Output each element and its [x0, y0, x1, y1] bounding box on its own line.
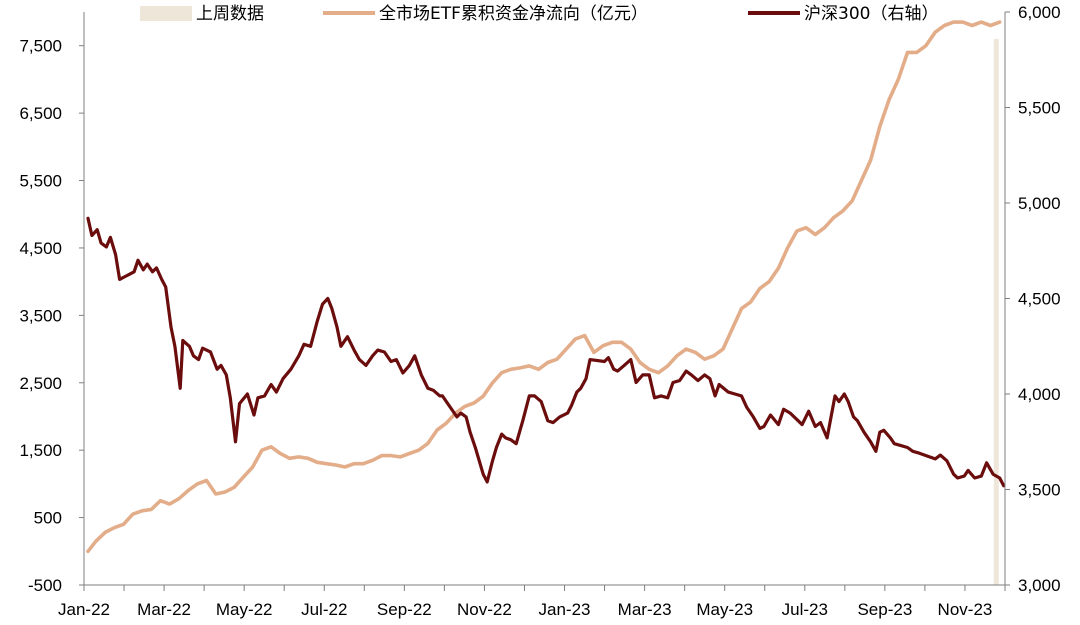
y-right-tick-label: 3,500 — [1018, 481, 1061, 500]
line-layer — [86, 20, 1006, 554]
legend-label: 沪深300（右轴） — [804, 4, 938, 24]
x-tick-label: Mar-22 — [137, 600, 191, 619]
x-tick-label: Jan-22 — [58, 600, 110, 619]
x-tick-label: Nov-23 — [938, 600, 993, 619]
y-left-tick-label: 4,500 — [19, 239, 62, 258]
x-tick-label: Sep-22 — [377, 600, 432, 619]
x-tick-label: Sep-23 — [857, 600, 912, 619]
y-left-tick-label: 500 — [34, 509, 62, 528]
y-left-tick-label: 1,500 — [19, 441, 62, 460]
y-left-tick-label: 6,500 — [19, 104, 62, 123]
x-tick-label: Jul-23 — [782, 600, 828, 619]
y-right-tick-label: 6,000 — [1018, 3, 1061, 22]
y-right-tick-label: 3,000 — [1018, 576, 1061, 595]
x-tick-label: May-23 — [696, 600, 753, 619]
y-right-tick-label: 4,500 — [1018, 290, 1061, 309]
x-tick-label: Nov-22 — [457, 600, 512, 619]
x-tick-label: May-22 — [216, 600, 273, 619]
x-tick-label: Jul-22 — [301, 600, 347, 619]
y-right-tick-label: 4,000 — [1018, 385, 1061, 404]
bar-last-week — [993, 38, 999, 585]
legend-label: 上周数据 — [196, 4, 264, 24]
y-right-tick-label: 5,500 — [1018, 99, 1061, 118]
y-left-tick-label: 7,500 — [19, 37, 62, 56]
bar-layer — [993, 38, 999, 585]
legend: 上周数据 全市场ETF累积资金净流向（亿元） 沪深300（右轴） — [140, 4, 938, 24]
series-line-etf-flow — [86, 20, 1002, 554]
x-tick-label: Mar-23 — [618, 600, 672, 619]
y-left-tick-label: 3,500 — [19, 306, 62, 325]
y-left-tick-label: -500 — [28, 576, 62, 595]
legend-label: 全市场ETF累积资金净流向（亿元） — [379, 4, 648, 24]
series-line-csi300 — [86, 216, 1006, 488]
x-tick-label: Jan-23 — [539, 600, 591, 619]
y-left-tick-label: 2,500 — [19, 374, 62, 393]
legend-swatch-last-week — [140, 6, 192, 21]
axes-layer: -500 500 1,500 2,500 3,500 4,500 5,500 6,500 7,5… — [19, 3, 1060, 619]
y-right-tick-label: 5,000 — [1018, 194, 1061, 213]
y-left-tick-label: 5,500 — [19, 172, 62, 191]
